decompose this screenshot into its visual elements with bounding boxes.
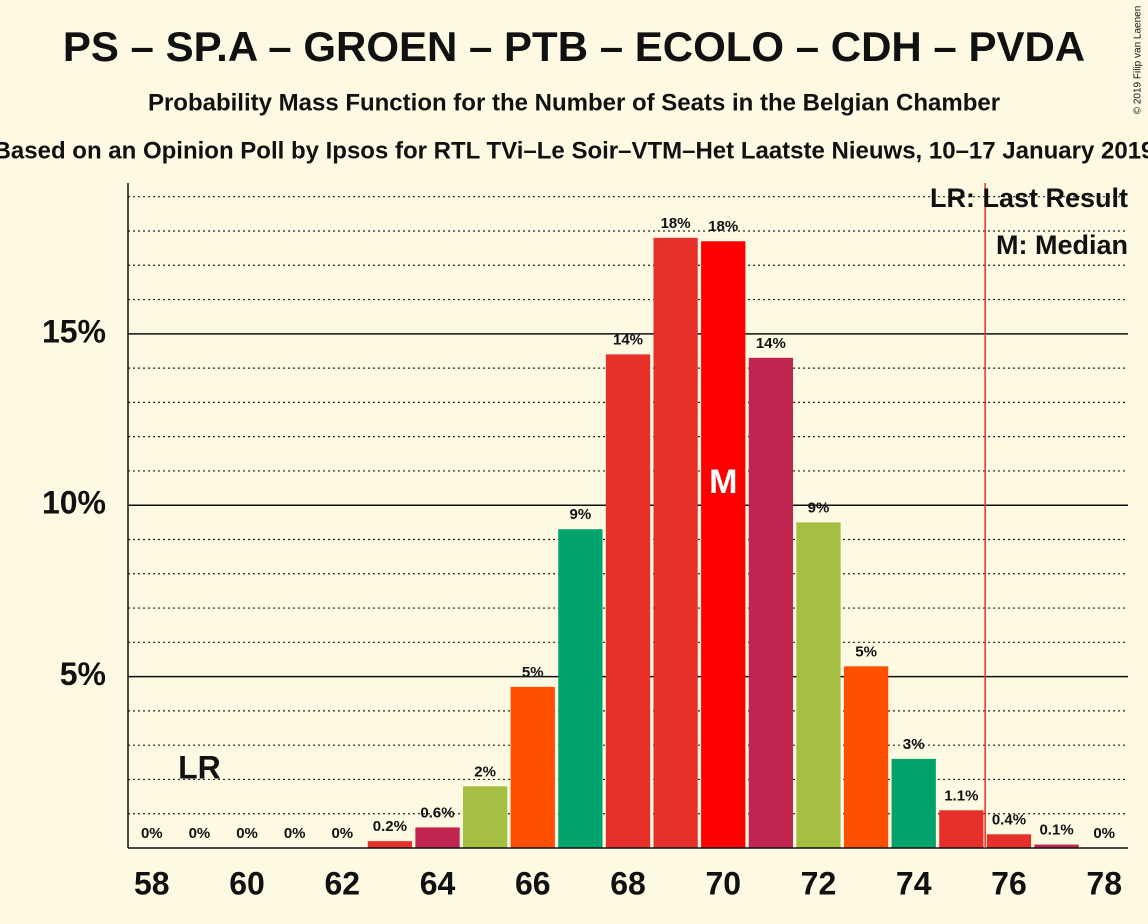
bar (367, 841, 413, 848)
x-tick-label: 72 (801, 865, 837, 901)
bar (701, 241, 746, 848)
y-tick-label: 5% (60, 656, 106, 692)
median-label: M (709, 463, 737, 501)
bar (843, 666, 889, 848)
bar (1034, 844, 1079, 848)
x-tick-label: 66 (515, 865, 551, 901)
x-tick-label: 62 (324, 865, 360, 901)
value-label: 0% (331, 825, 353, 842)
last-result-label: LR (178, 749, 221, 785)
chart-subtitle: Probability Mass Function for the Number… (148, 89, 1000, 116)
x-tick-label: 58 (134, 865, 170, 901)
value-label: 9% (808, 499, 830, 516)
value-label: 5% (522, 664, 544, 681)
value-label: 3% (903, 736, 925, 753)
bar (510, 686, 555, 848)
x-tick-label: 76 (991, 865, 1027, 901)
chart-title: PS – SP.A – GROEN – PTB – ECOLO – CDH – … (63, 23, 1085, 70)
bar (748, 357, 793, 848)
value-label: 1.1% (944, 787, 978, 804)
x-tick-label: 68 (610, 865, 646, 901)
value-label: 0% (236, 825, 258, 842)
value-label: 0% (189, 825, 211, 842)
x-tick-label: 78 (1086, 865, 1122, 901)
bar (891, 758, 936, 848)
bar (558, 529, 603, 848)
legend-entry: M: Median (996, 230, 1128, 260)
value-label: 0.6% (420, 804, 454, 821)
x-tick-label: 60 (229, 865, 265, 901)
bar (415, 827, 460, 848)
legend-entry: LR: Last Result (930, 183, 1128, 213)
bar (605, 354, 651, 848)
value-label: 9% (570, 506, 592, 523)
y-tick-label: 15% (42, 313, 106, 349)
value-label: 14% (613, 331, 643, 348)
value-label: 0.1% (1039, 822, 1073, 839)
x-tick-label: 64 (420, 865, 456, 901)
bar (939, 810, 984, 848)
chart-subtitle: Based on an Opinion Poll by Ipsos for RT… (0, 137, 1148, 164)
value-label: 0% (1093, 825, 1115, 842)
x-tick-label: 70 (705, 865, 741, 901)
bar (986, 834, 1032, 848)
value-label: 0.4% (992, 811, 1026, 828)
x-tick-label: 74 (896, 865, 932, 901)
bar (796, 522, 841, 848)
bar (653, 237, 698, 849)
value-label: 0% (141, 825, 163, 842)
value-label: 2% (474, 763, 496, 780)
value-label: 14% (756, 335, 786, 352)
value-label: 0.2% (373, 818, 407, 835)
bar (463, 786, 508, 848)
value-label: 0% (284, 825, 306, 842)
value-label: 18% (708, 218, 738, 235)
copyright: © 2019 Filip van Laenen (1133, 6, 1144, 115)
y-tick-label: 10% (42, 485, 106, 521)
value-label: 18% (661, 215, 691, 232)
value-label: 5% (855, 643, 877, 660)
